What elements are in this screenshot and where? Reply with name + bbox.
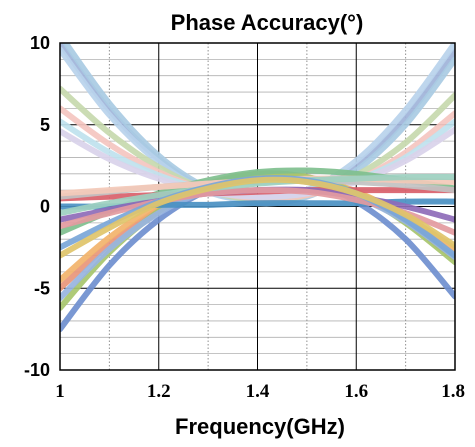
y-tick-label: 0	[40, 197, 50, 217]
y-axis-ticks: 10 5 0 -5 -10	[24, 33, 50, 380]
chart-title: Phase Accuracy(°)	[171, 10, 364, 35]
series-line-7	[60, 126, 455, 200]
series-group	[60, 43, 455, 333]
y-tick-label: 5	[40, 115, 50, 135]
series-line-20	[60, 173, 455, 217]
y-tick-label: -10	[24, 360, 50, 380]
x-tick-label: 1.4	[246, 381, 270, 402]
x-tick-label: 1.6	[344, 381, 368, 402]
y-tick-label: -5	[34, 278, 50, 298]
x-tick-label: 1.8	[441, 381, 465, 402]
x-axis-ticks: 1 1.2 1.4 1.6 1.8	[55, 381, 465, 402]
x-tick-label: 1	[55, 381, 65, 402]
plot-frame	[59, 42, 456, 371]
x-axis-label: Frequency(GHz)	[175, 414, 345, 439]
x-tick-label: 1.2	[147, 381, 171, 402]
y-tick-label: 10	[30, 33, 50, 53]
series-line-22	[60, 176, 455, 259]
